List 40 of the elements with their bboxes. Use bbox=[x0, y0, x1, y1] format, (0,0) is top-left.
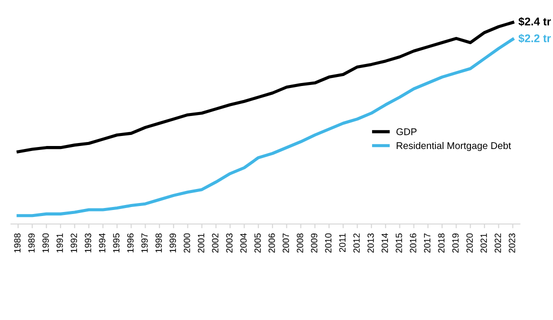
x-tick-label: 2017 bbox=[424, 233, 430, 253]
x-tick-label: 2009 bbox=[310, 233, 318, 253]
x-tick-label: 2013 bbox=[367, 233, 374, 253]
data-label: $2.4 tr bbox=[518, 17, 551, 26]
data-label: $2.2 tr bbox=[518, 34, 551, 43]
x-tick-label: 2018 bbox=[438, 233, 445, 253]
x-tick-label: 1993 bbox=[84, 233, 92, 252]
x-tick-label: 1989 bbox=[28, 233, 35, 252]
x-tick-label: 2001 bbox=[198, 233, 204, 253]
x-tick-label: 1995 bbox=[113, 233, 120, 252]
x-tick-label: 2012 bbox=[353, 233, 360, 253]
x-tick-label: 2015 bbox=[396, 233, 402, 253]
x-tick-label: 2007 bbox=[282, 233, 290, 253]
x-tick-label: 1988 bbox=[14, 233, 21, 252]
x-tick-label: 2005 bbox=[254, 233, 261, 253]
x-tick-label: 1999 bbox=[170, 233, 176, 252]
x-tick-label: 2019 bbox=[452, 233, 459, 253]
x-tick-label: 2004 bbox=[240, 233, 247, 253]
x-tick-label: 2002 bbox=[212, 233, 218, 253]
x-tick-label: 1997 bbox=[141, 233, 148, 252]
legend-label: Residential Mortgage Debt bbox=[396, 142, 512, 152]
x-tick-label: 2003 bbox=[226, 233, 233, 253]
x-tick-label: 1996 bbox=[127, 233, 134, 252]
x-tick-label: 2014 bbox=[382, 233, 388, 253]
x-tick-label: 2010 bbox=[325, 233, 332, 253]
x-tick-label: 2023 bbox=[508, 233, 516, 253]
x-tick-label: 1994 bbox=[98, 233, 106, 252]
x-tick-label: 2021 bbox=[480, 233, 487, 253]
x-tick-label: 2000 bbox=[184, 233, 190, 253]
x-tick-label: 2020 bbox=[466, 233, 473, 253]
x-tick-label: 2016 bbox=[410, 233, 416, 253]
x-tick-label: 2006 bbox=[268, 233, 275, 253]
legend-label: GDP bbox=[396, 128, 417, 136]
x-tick-label: 1990 bbox=[42, 233, 49, 252]
x-tick-label: 1991 bbox=[56, 233, 63, 252]
x-tick-label: 1992 bbox=[70, 233, 78, 252]
x-tick-label: 1998 bbox=[155, 233, 162, 252]
x-tick-label: 2011 bbox=[339, 233, 346, 252]
x-tick-label: 2008 bbox=[296, 233, 304, 253]
x-tick-label: 2022 bbox=[494, 233, 502, 253]
